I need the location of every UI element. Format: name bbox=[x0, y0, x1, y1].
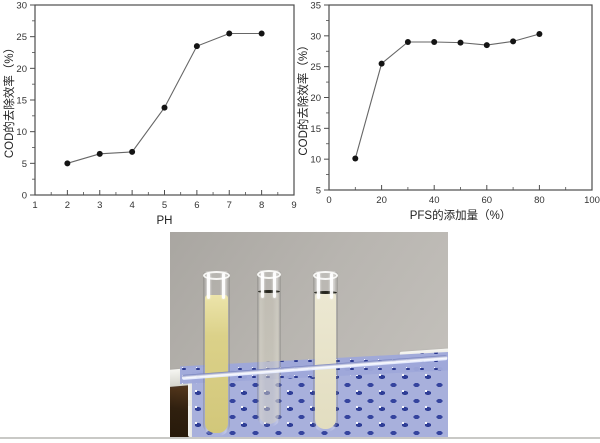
data-line bbox=[354, 33, 540, 159]
x-tick-label: 60 bbox=[482, 195, 493, 206]
data-point bbox=[483, 42, 490, 49]
x-axis-label: PFS的添加量（%） bbox=[410, 208, 512, 222]
glass-highlight bbox=[330, 273, 333, 299]
y-tick-label: 10 bbox=[310, 155, 321, 166]
y-tick-label: 10 bbox=[16, 127, 27, 138]
data-point bbox=[258, 30, 265, 37]
test-tube-right bbox=[313, 271, 338, 432]
glass-highlight bbox=[317, 273, 320, 299]
page-bottom-border bbox=[0, 437, 600, 439]
tube-rack-photo bbox=[170, 232, 448, 437]
y-tick-label: 35 bbox=[310, 1, 321, 12]
y-tick-label: 30 bbox=[16, 1, 27, 12]
liquid-surface-line bbox=[258, 290, 280, 293]
x-tick-label: 20 bbox=[376, 195, 387, 206]
x-tick-label: 5 bbox=[162, 200, 167, 211]
x-tick-label: 9 bbox=[291, 200, 296, 211]
data-point bbox=[457, 39, 464, 46]
x-tick-label: 2 bbox=[65, 200, 70, 211]
data-point bbox=[161, 104, 168, 111]
x-tick-label: 3 bbox=[97, 200, 102, 211]
x-tick-label: 1 bbox=[32, 200, 37, 211]
data-point bbox=[226, 30, 233, 37]
x-tick-label: 7 bbox=[227, 200, 232, 211]
chart-1: 1 2 3 4 5 6 7 8 9 0 5 10 15 20 25 30 PH COD的去除效率（%） bbox=[2, 1, 297, 228]
x-tick-label: 8 bbox=[259, 200, 264, 211]
x-tick-label: 80 bbox=[534, 195, 545, 206]
glass-highlight bbox=[222, 273, 225, 299]
tube-liquid bbox=[259, 292, 279, 424]
x-tick-label: 40 bbox=[429, 195, 440, 206]
y-tick-label: 5 bbox=[316, 186, 321, 197]
data-point bbox=[96, 150, 103, 157]
glass-highlight bbox=[207, 273, 210, 299]
tube-rim bbox=[313, 271, 338, 280]
y-tick-label: 25 bbox=[310, 62, 321, 73]
y-tick-label: 30 bbox=[310, 31, 321, 42]
data-point bbox=[129, 148, 136, 155]
tube-liquid bbox=[205, 295, 228, 433]
tube-liquid bbox=[315, 293, 336, 429]
tube-rim bbox=[203, 271, 230, 280]
test-tube-left bbox=[203, 271, 230, 436]
data-point bbox=[431, 39, 438, 45]
y-tick-label: 20 bbox=[16, 64, 27, 75]
x-tick-label: 100 bbox=[584, 195, 600, 206]
y-axis-label: COD的去除效率（%） bbox=[2, 42, 16, 158]
x-axis-label: PH bbox=[157, 215, 173, 227]
liquid-surface-line bbox=[314, 291, 337, 294]
tube-rim bbox=[257, 270, 281, 279]
data-line bbox=[67, 32, 262, 164]
data-point bbox=[510, 38, 517, 45]
x-tick-label: 0 bbox=[326, 195, 331, 206]
data-point bbox=[352, 155, 359, 162]
x-tick-label: 6 bbox=[194, 200, 199, 211]
y-tick-label: 15 bbox=[16, 96, 27, 107]
glass-highlight bbox=[273, 272, 276, 298]
test-tube-middle bbox=[257, 270, 281, 427]
data-point bbox=[193, 43, 200, 50]
y-axis-label: COD的去除效率（%） bbox=[296, 39, 310, 155]
chart-2: 0 20 40 60 80 100 5 10 15 20 25 30 35 PFS的添加量（%） COD的去… bbox=[296, 1, 600, 223]
y-tick-label: 5 bbox=[22, 159, 27, 170]
data-point bbox=[64, 160, 71, 167]
y-tick-label: 25 bbox=[16, 32, 27, 43]
plot-frame bbox=[328, 4, 593, 191]
data-point bbox=[536, 30, 543, 37]
data-point bbox=[378, 60, 385, 67]
y-tick-label: 15 bbox=[310, 124, 321, 135]
x-tick-label: 4 bbox=[129, 200, 134, 211]
y-tick-label: 20 bbox=[310, 93, 321, 104]
data-point bbox=[404, 39, 411, 45]
glass-highlight bbox=[261, 272, 264, 298]
y-tick-label: 0 bbox=[22, 191, 27, 202]
